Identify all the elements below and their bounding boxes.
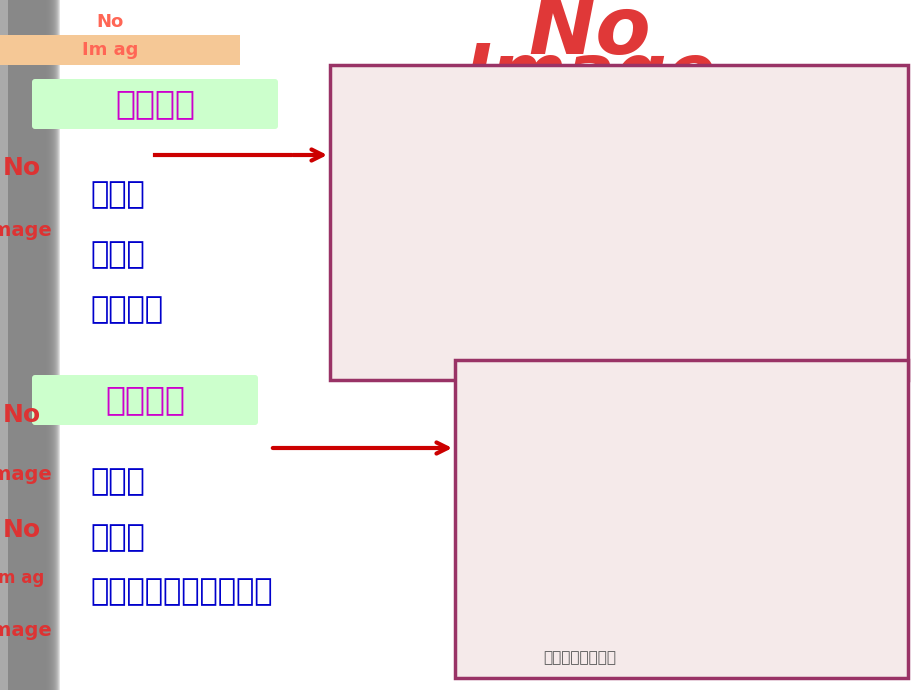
Bar bbox=[0, 0, 12, 690]
Text: 有核仁: 有核仁 bbox=[90, 524, 144, 553]
Bar bbox=[0, 0, 36, 690]
Bar bbox=[0, 0, 46, 690]
Text: 有核膜: 有核膜 bbox=[90, 468, 144, 497]
Bar bbox=[0, 0, 9, 690]
Bar bbox=[330, 65, 907, 380]
Text: No: No bbox=[96, 13, 123, 31]
Bar bbox=[0, 0, 7, 690]
Bar bbox=[0, 35, 240, 65]
Bar bbox=[0, 0, 45, 690]
Bar bbox=[0, 0, 14, 690]
Bar bbox=[0, 0, 47, 690]
Text: No: No bbox=[3, 156, 41, 180]
FancyBboxPatch shape bbox=[32, 79, 278, 129]
Bar bbox=[0, 0, 3, 690]
Bar bbox=[0, 0, 6, 690]
Bar bbox=[0, 0, 48, 690]
Bar bbox=[0, 0, 60, 690]
Bar bbox=[0, 0, 38, 690]
Text: Image: Image bbox=[0, 620, 51, 640]
Bar bbox=[0, 0, 42, 690]
Bar bbox=[0, 0, 19, 690]
Bar bbox=[0, 0, 21, 690]
Bar bbox=[0, 0, 44, 690]
Bar bbox=[0, 0, 8, 690]
Bar bbox=[0, 0, 4, 690]
Bar bbox=[0, 0, 31, 690]
Bar bbox=[0, 0, 51, 690]
Bar bbox=[0, 0, 25, 690]
Bar bbox=[0, 0, 23, 690]
Bar bbox=[0, 0, 54, 690]
Bar bbox=[0, 0, 59, 690]
Text: 无核仁: 无核仁 bbox=[90, 241, 144, 270]
Text: 有核质（内有染色体）: 有核质（内有染色体） bbox=[90, 578, 272, 607]
Bar bbox=[0, 0, 1, 690]
Bar bbox=[0, 0, 34, 690]
Bar bbox=[0, 0, 11, 690]
Bar bbox=[0, 0, 22, 690]
Text: No: No bbox=[3, 518, 41, 542]
Bar bbox=[0, 0, 52, 690]
Bar bbox=[0, 0, 41, 690]
Bar bbox=[0, 0, 56, 690]
Bar bbox=[0, 0, 29, 690]
Bar bbox=[0, 0, 30, 690]
Bar bbox=[0, 0, 20, 690]
Bar bbox=[0, 0, 8, 690]
Text: 无核膜: 无核膜 bbox=[90, 181, 144, 210]
FancyBboxPatch shape bbox=[32, 375, 257, 425]
Bar bbox=[0, 0, 10, 690]
Bar bbox=[0, 0, 55, 690]
Bar bbox=[0, 0, 13, 690]
Bar bbox=[0, 0, 18, 690]
Text: No: No bbox=[528, 0, 651, 71]
Bar bbox=[0, 0, 28, 690]
Bar bbox=[0, 0, 32, 690]
Bar bbox=[0, 0, 53, 690]
Bar bbox=[0, 0, 58, 690]
Text: Im ag: Im ag bbox=[82, 41, 138, 59]
Bar bbox=[0, 0, 26, 690]
Bar bbox=[0, 0, 17, 690]
Bar bbox=[0, 0, 49, 690]
Text: Image: Image bbox=[464, 41, 715, 110]
Bar bbox=[0, 0, 35, 690]
Bar bbox=[0, 0, 37, 690]
Bar bbox=[0, 0, 24, 690]
Bar bbox=[455, 360, 907, 678]
Text: Image: Image bbox=[0, 466, 51, 484]
Bar bbox=[0, 0, 5, 690]
Text: 真核细胞: 真核细胞 bbox=[105, 384, 185, 417]
Text: 只有核区: 只有核区 bbox=[90, 295, 163, 324]
Bar bbox=[0, 0, 27, 690]
Text: 水处理生物学真核: 水处理生物学真核 bbox=[543, 651, 616, 665]
Text: 原核细胞: 原核细胞 bbox=[115, 88, 195, 121]
Bar bbox=[0, 0, 40, 690]
Text: Im ag: Im ag bbox=[0, 569, 44, 587]
Bar bbox=[0, 0, 16, 690]
Text: No: No bbox=[3, 403, 41, 427]
Bar bbox=[0, 0, 2, 690]
Bar bbox=[0, 0, 57, 690]
Bar bbox=[0, 0, 43, 690]
Bar bbox=[0, 0, 33, 690]
Bar bbox=[0, 0, 50, 690]
Bar bbox=[0, 0, 15, 690]
Bar bbox=[0, 0, 39, 690]
Text: Image: Image bbox=[0, 221, 51, 239]
